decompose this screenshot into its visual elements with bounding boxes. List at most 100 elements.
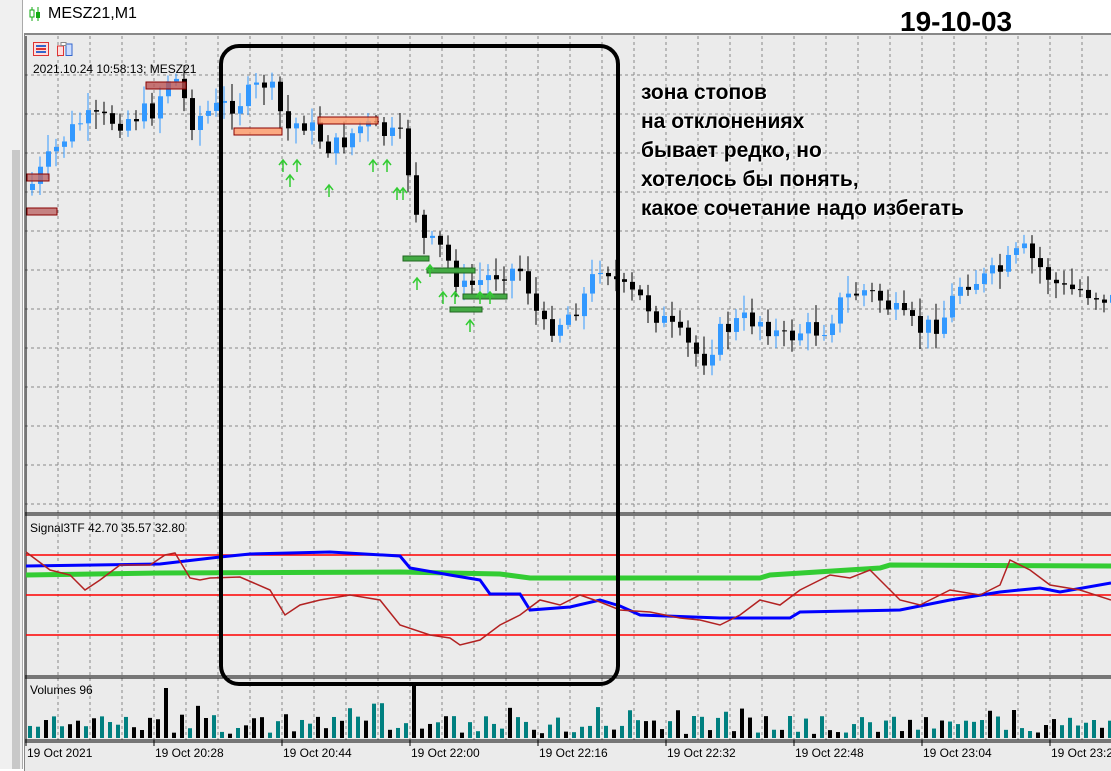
bull-candle <box>358 126 363 134</box>
bull-candle <box>70 124 75 142</box>
bull-candle <box>838 297 843 324</box>
bear-candle <box>278 81 283 112</box>
volume-bar <box>116 724 120 738</box>
bear-candle <box>1030 243 1035 259</box>
buy-arrow-icon <box>485 290 495 304</box>
volume-bar <box>180 714 184 738</box>
bear-candle <box>918 315 923 333</box>
bear-candle <box>606 272 611 277</box>
bear-candle <box>854 293 859 296</box>
bear-candle <box>150 103 155 119</box>
bear-candle <box>726 323 731 332</box>
volume-bar <box>604 725 608 738</box>
volume-bar <box>396 727 400 738</box>
bear-candle <box>694 342 699 354</box>
time-axis-label: 19 Oct 20:44 <box>283 746 352 760</box>
volume-bar <box>468 722 472 738</box>
volume-bar <box>252 718 256 738</box>
volume-bar <box>1100 727 1104 738</box>
stop-level-marker <box>317 116 379 125</box>
bear-candle <box>630 281 635 290</box>
bear-candle <box>542 310 547 320</box>
volume-bar <box>428 723 432 738</box>
bear-candle <box>870 290 875 292</box>
volume-bar <box>236 727 240 738</box>
bear-candle <box>494 275 499 280</box>
volume-bar <box>580 726 584 738</box>
bear-candle <box>134 119 139 122</box>
trade-list-icon[interactable] <box>33 42 49 56</box>
buy-arrow-icon <box>285 173 295 187</box>
volume-bar <box>28 725 32 738</box>
bull-candle <box>206 110 211 116</box>
volume-bar <box>172 732 176 738</box>
volume-bar <box>724 711 728 738</box>
volume-bar <box>692 716 696 738</box>
volume-bar <box>764 716 768 738</box>
bear-candle <box>262 82 267 88</box>
volume-bar <box>260 717 264 738</box>
volume-bar <box>540 733 544 738</box>
volume-bar <box>68 724 72 738</box>
bear-candle <box>518 268 523 272</box>
bull-candle <box>350 133 355 148</box>
bull-candle <box>54 146 59 152</box>
buy-arrow-icon <box>475 290 485 304</box>
buy-arrow-icon <box>392 186 402 200</box>
bear-candle <box>94 110 99 112</box>
volume-bar <box>916 729 920 738</box>
bull-candle <box>462 280 467 287</box>
scrollbar[interactable] <box>12 150 20 769</box>
bull-candle <box>862 290 867 296</box>
buy-arrow-icon <box>292 158 302 172</box>
bull-candle <box>950 295 955 318</box>
bear-candle <box>998 265 1003 272</box>
bull-candle <box>30 183 35 190</box>
time-axis-label: 19 Oct 2021 <box>27 746 93 760</box>
bear-candle <box>1102 299 1107 303</box>
volume-bar <box>132 727 136 738</box>
buy-arrow-icon <box>324 183 334 197</box>
bull-candle <box>478 280 483 285</box>
time-axis-label: 19 Oct 22:00 <box>411 746 480 760</box>
volume-bar <box>572 732 576 738</box>
volume-bar <box>476 731 480 738</box>
bear-candle <box>1086 289 1091 299</box>
stop-level-marker <box>26 207 58 216</box>
volume-bar <box>1036 732 1040 738</box>
bull-candle <box>990 265 995 274</box>
volume-bar <box>668 721 672 738</box>
chart-window[interactable] <box>24 33 1111 771</box>
volume-bar <box>388 729 392 738</box>
volume-bar <box>196 705 200 738</box>
indicator-line-brown <box>25 551 1111 646</box>
bear-candle <box>686 327 691 343</box>
volume-bar <box>732 731 736 738</box>
bear-candle <box>782 330 787 332</box>
bull-candle <box>510 268 515 281</box>
bull-candle <box>846 293 851 298</box>
volume-bar <box>644 721 648 738</box>
chart-objects-icon[interactable] <box>57 42 73 56</box>
bear-candle <box>750 312 755 327</box>
bull-candle <box>822 335 827 337</box>
bull-candle <box>222 100 227 103</box>
volume-bar <box>1004 729 1008 738</box>
volume-bar <box>364 720 368 738</box>
volume-bar <box>484 716 488 738</box>
volume-bar <box>964 720 968 738</box>
volume-bar <box>532 729 536 738</box>
volume-bar <box>884 720 888 738</box>
bear-candle <box>1046 267 1051 280</box>
volume-bar <box>372 703 376 738</box>
volume-bar <box>1044 725 1048 738</box>
indicator-line-blue <box>25 550 1111 620</box>
bull-candle <box>238 106 243 114</box>
volume-bar <box>508 707 512 738</box>
bull-candle <box>142 103 147 122</box>
volume-bar <box>380 703 384 738</box>
bull-candle <box>758 321 763 327</box>
volume-bar <box>948 721 952 738</box>
bear-candle <box>878 290 883 301</box>
